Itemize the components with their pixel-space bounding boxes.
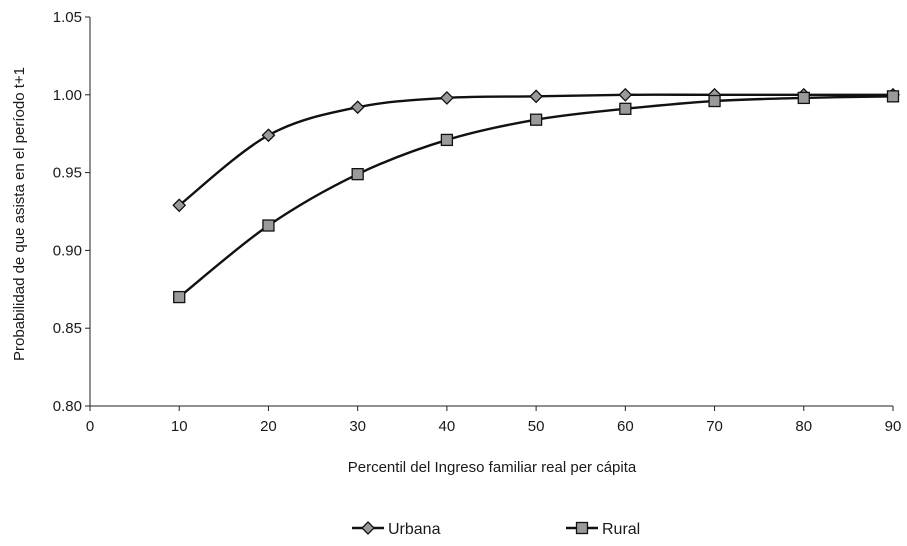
series-layer bbox=[172, 87, 900, 304]
square-marker-rural bbox=[797, 91, 810, 105]
diamond-marker-urbana bbox=[350, 100, 365, 115]
x-axis-tick-labels: 0 10 20 30 40 50 60 70 80 90 bbox=[86, 418, 902, 435]
x-tick-label: 90 bbox=[885, 418, 902, 435]
square-marker-rural bbox=[529, 113, 543, 126]
x-tick-label: 60 bbox=[617, 418, 634, 435]
x-tick-label: 30 bbox=[349, 418, 366, 435]
square-marker-rural bbox=[351, 168, 364, 181]
legend-item-rural: Rural bbox=[566, 521, 640, 538]
legend-item-urbana: Urbana bbox=[352, 521, 441, 538]
square-marker-rural bbox=[262, 219, 275, 232]
x-axis-title: Percentil del Ingreso familiar real per … bbox=[348, 459, 637, 476]
square-marker-rural bbox=[886, 90, 900, 103]
diamond-marker-urbana bbox=[261, 128, 276, 143]
x-tick-label: 50 bbox=[528, 418, 545, 435]
legend: Urbana Rural bbox=[352, 521, 640, 538]
y-tick-label: 1.00 bbox=[53, 87, 82, 104]
y-axis-tick-labels: 0.80 0.85 0.90 0.95 1.00 1.05 bbox=[53, 9, 82, 415]
y-tick-label: 0.95 bbox=[53, 165, 82, 182]
series-rural bbox=[173, 90, 900, 304]
y-tick-label: 0.80 bbox=[53, 398, 82, 415]
square-marker-rural bbox=[173, 290, 186, 304]
legend-square-icon bbox=[575, 521, 589, 535]
y-tick-label: 0.90 bbox=[53, 242, 82, 259]
axes bbox=[85, 16, 894, 411]
y-tick-label: 0.85 bbox=[53, 320, 82, 337]
x-tick-label: 20 bbox=[260, 418, 277, 435]
x-tick-label: 80 bbox=[795, 418, 812, 435]
series-urbana bbox=[172, 87, 900, 213]
diamond-marker-urbana bbox=[172, 198, 187, 213]
legend-diamond-icon bbox=[361, 521, 375, 535]
x-tick-label: 40 bbox=[439, 418, 456, 435]
diamond-marker-urbana bbox=[529, 89, 544, 104]
x-tick-label: 0 bbox=[86, 418, 94, 435]
diamond-marker-urbana bbox=[439, 90, 454, 105]
series-line-urbana bbox=[178, 93, 893, 207]
square-marker-rural bbox=[708, 94, 721, 108]
x-tick-label: 10 bbox=[171, 418, 188, 435]
square-marker-rural bbox=[619, 102, 632, 115]
y-axis-title: Probabilidad de que asista en el período… bbox=[11, 67, 28, 361]
x-tick-label: 70 bbox=[706, 418, 723, 435]
y-tick-label: 1.05 bbox=[53, 9, 82, 26]
diamond-marker-urbana bbox=[618, 87, 633, 102]
square-marker-rural bbox=[440, 133, 454, 147]
legend-label: Urbana bbox=[388, 521, 441, 538]
legend-label: Rural bbox=[602, 521, 640, 538]
